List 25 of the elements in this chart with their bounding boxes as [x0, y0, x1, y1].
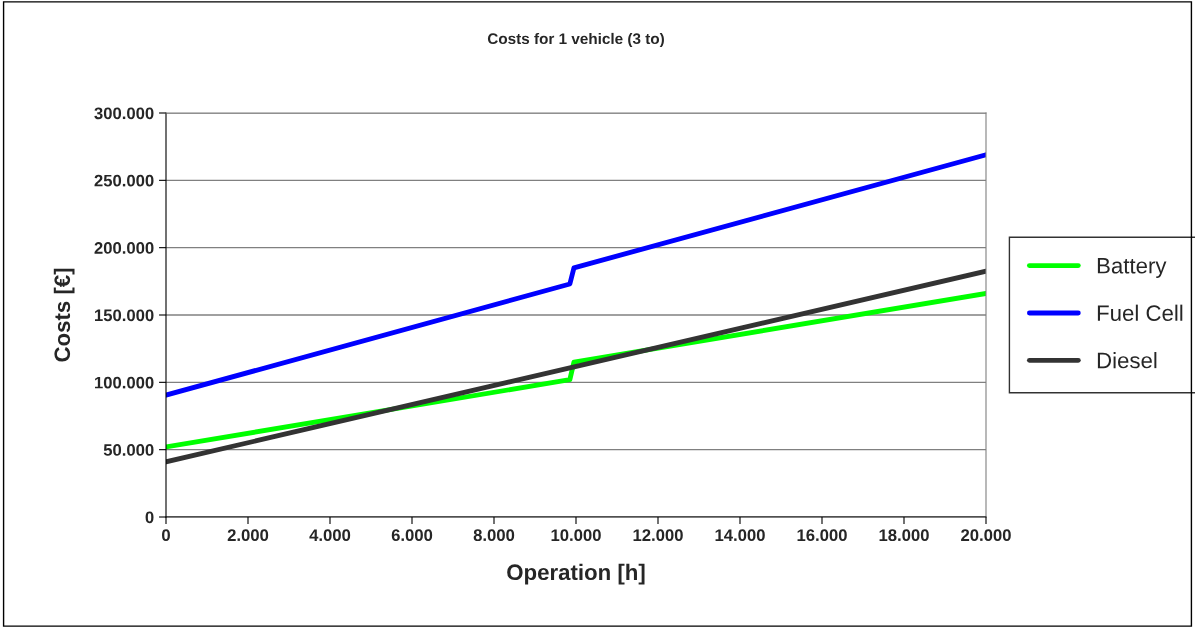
y-tick-label: 100.000 — [95, 376, 154, 389]
legend-label: Battery — [1097, 258, 1167, 278]
line-series — [166, 152, 986, 398]
y-tick-label: 200.000 — [94, 242, 154, 254]
x-tick-label: 2.000 — [227, 529, 269, 542]
y-tick-label: 50.000 — [103, 444, 154, 456]
y-axis-title: Costs [€] — [53, 268, 75, 362]
y-tick-label: 0 — [145, 511, 154, 524]
legend-label: Diesel — [1097, 352, 1157, 369]
x-tick-label: 16.000 — [797, 529, 847, 542]
x-tick-label: 20.000 — [961, 529, 1011, 542]
x-tick-label: 4.000 — [309, 529, 351, 542]
chart-title: Costs for 1 vehicle (3 to) — [487, 32, 664, 48]
x-tick-label: 10.000 — [551, 529, 601, 542]
y-tick-label: 150.000 — [95, 309, 154, 322]
x-tick-label: 12.000 — [633, 529, 683, 542]
x-tick-label: 6.000 — [391, 529, 433, 542]
x-tick-label: 18.000 — [879, 529, 929, 542]
x-tick-label: 0 — [162, 529, 170, 542]
legend-label: Fuel Cell — [1097, 304, 1183, 321]
x-tick-label: 8.000 — [473, 529, 515, 542]
x-tick-label: 14.000 — [715, 529, 765, 542]
y-tick-label: 300.000 — [94, 107, 154, 120]
x-axis-title: Operation [h] — [507, 563, 645, 585]
y-tick-label: 250.000 — [94, 174, 154, 187]
